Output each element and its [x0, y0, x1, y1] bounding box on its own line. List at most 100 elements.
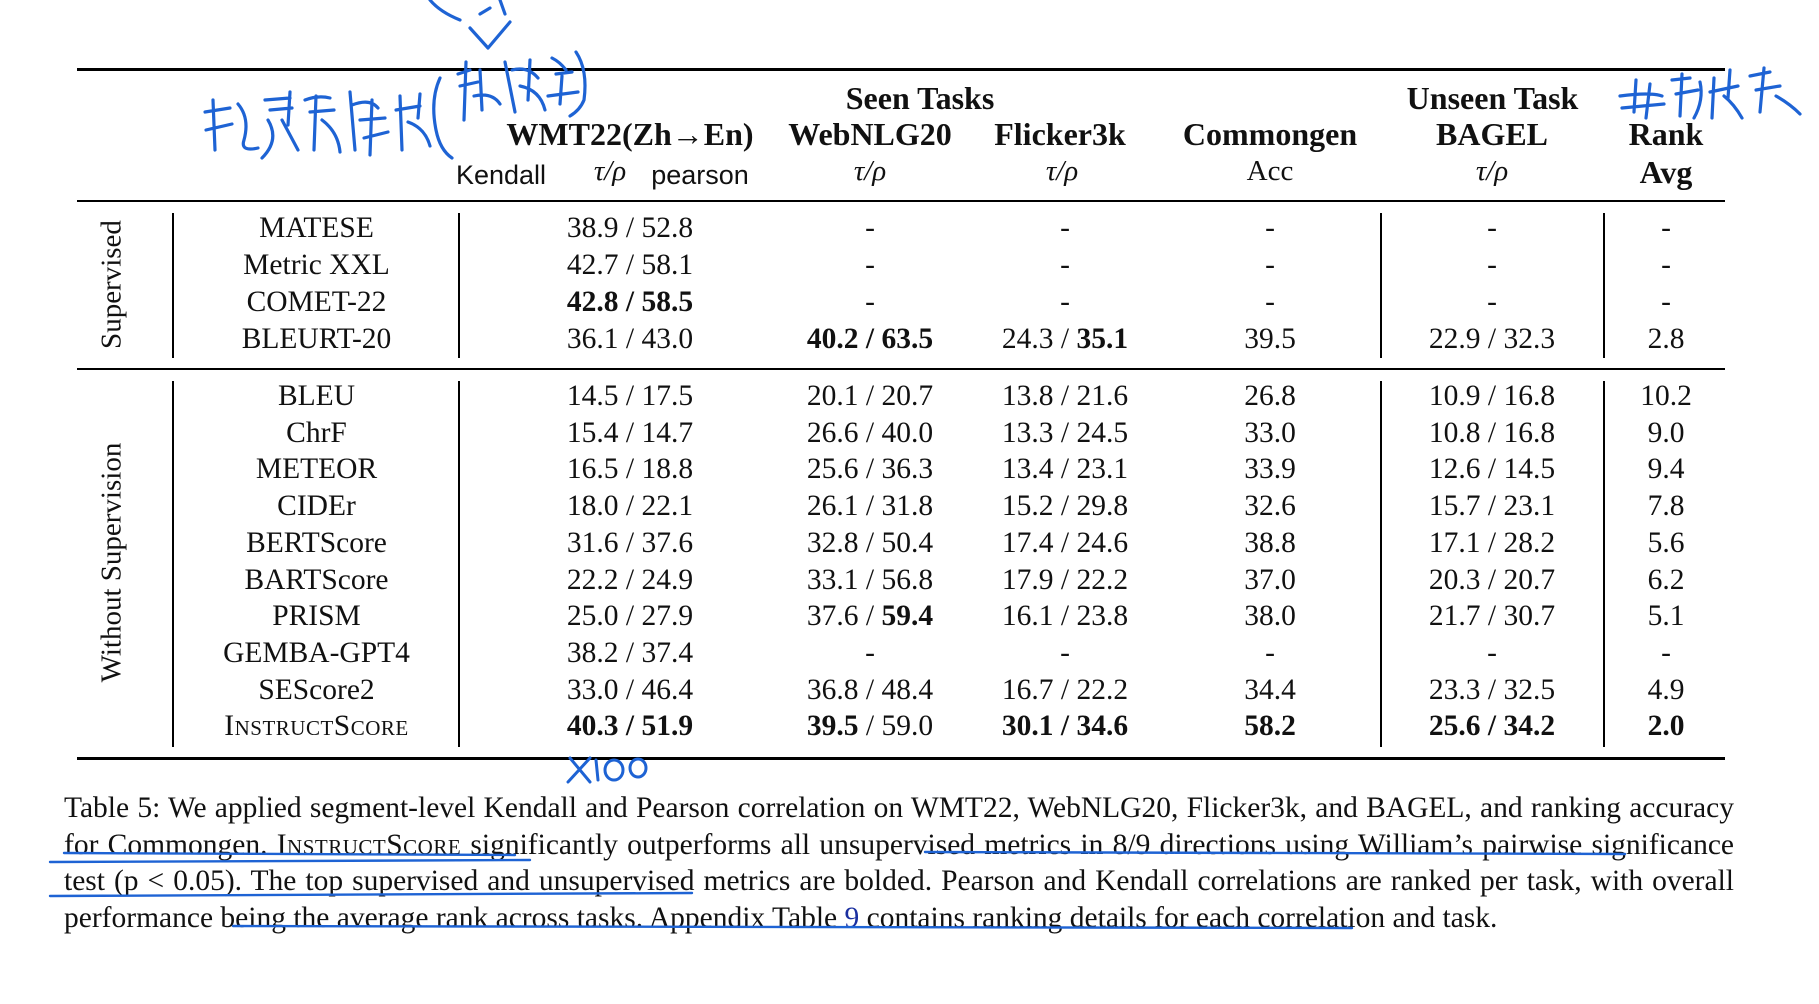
wmt-cell: 15.4 / 14.7: [566, 416, 694, 449]
rank-cell: 2.0: [1610, 708, 1722, 744]
webnlg-separator: /: [858, 600, 882, 633]
webnlg-cell: 40.2 / 63.5: [770, 321, 970, 357]
flicker-separator-bold: /: [1053, 710, 1077, 743]
wmt-cell: 22.2 / 24.9: [566, 563, 694, 596]
note-pearson: pearson: [651, 160, 749, 190]
metric-name: BARTScore: [244, 563, 389, 596]
commongen-cell: 38.8: [1244, 526, 1296, 559]
rank-cell: 9.4: [1647, 453, 1685, 486]
webnlg-cell: 26.1 / 31.8: [806, 490, 934, 523]
handwritten-note-right: [1618, 66, 1802, 120]
flicker-cell: 16.1 / 23.8: [1001, 600, 1129, 633]
commongen-cell: -: [1265, 212, 1275, 244]
commongen-cell: 34.4: [1244, 673, 1296, 706]
bagel-cell: 23.3 / 32.5: [1428, 673, 1556, 706]
caption-part-1: Table 5: We applied segment-level Kendal…: [64, 792, 1734, 861]
wmt-kendall-bold: 42.8: [566, 286, 619, 318]
vrule-group-unsup: [172, 381, 174, 747]
flicker-cell: 13.8 / 21.6: [1001, 380, 1129, 412]
webnlg-pearson-bold: 59.4: [881, 600, 934, 633]
webnlg-cell: 26.6 / 40.0: [806, 416, 934, 449]
rank-cell: 5.6: [1647, 526, 1685, 559]
rank-cell: -: [1661, 636, 1671, 669]
bagel-cell: 22.9 / 32.3: [1428, 323, 1556, 355]
wmt-cell: 38.9 / 52.8: [566, 212, 694, 244]
bagel-cell: 21.7 / 30.7: [1428, 600, 1556, 633]
table-caption: Table 5: We applied segment-level Kendal…: [64, 790, 1734, 936]
flicker-cell: 30.1 / 34.6: [965, 708, 1165, 744]
vrule-unseen-sup: [1603, 213, 1605, 358]
vrule-group-sup: [172, 213, 174, 358]
metric-name: BLEU: [277, 380, 356, 412]
webnlg-cell: 25.6 / 36.3: [806, 453, 934, 486]
table-9-link[interactable]: 9: [844, 901, 860, 934]
header-bottom-rule: [77, 200, 1725, 202]
rank-cell: 6.2: [1647, 563, 1685, 596]
bagel-cell: -: [1487, 636, 1497, 669]
rank-cell: 4.9: [1647, 673, 1685, 706]
header-flicker3k: Flicker3k: [994, 116, 1126, 152]
wmt-pearson-bold: 51.9: [641, 710, 694, 743]
webnlg-cell: 39.5 / 59.0: [770, 708, 970, 744]
commongen-cell: 37.0: [1244, 563, 1296, 596]
header-webnlg20: WebNLG20: [788, 116, 952, 152]
group-label-supervised: Supervised: [95, 220, 128, 349]
bagel-cell: -: [1487, 212, 1497, 244]
webnlg-cell: -: [865, 286, 875, 318]
times-100-note: [566, 756, 648, 784]
commongen-cell: 38.0: [1244, 600, 1296, 633]
wmt-cell: 36.1 / 43.0: [566, 323, 694, 355]
webnlg-cell: 36.8 / 48.4: [806, 673, 934, 706]
group-separator-rule: [77, 368, 1725, 370]
header-avg: Avg: [1639, 154, 1693, 190]
table-top-rule: [77, 68, 1725, 71]
vrule-seen-unsup: [1380, 381, 1382, 747]
flicker-cell: -: [1060, 286, 1070, 318]
commongen-cell: 58.2: [1170, 708, 1370, 744]
wmt-separator-bold: /: [618, 710, 642, 743]
webnlg-separator: /: [858, 323, 882, 355]
wmt-cell: 14.5 / 17.5: [566, 380, 694, 412]
webnlg-cell: -: [865, 636, 875, 669]
wmt-cell: 31.6 / 37.6: [566, 526, 694, 559]
metric-name: InstructScore: [175, 708, 458, 744]
caption-part-3: contains ranking details for each correl…: [859, 901, 1498, 934]
wmt-cell: 38.2 / 37.4: [566, 636, 694, 669]
commongen-cell-bold: 58.2: [1244, 710, 1296, 743]
flicker-cell: 24.3 / 35.1: [965, 321, 1165, 357]
webnlg-separator: /: [858, 710, 882, 743]
bagel-cell: -: [1487, 286, 1497, 318]
rank-cell: -: [1661, 249, 1671, 281]
rank-cell: -: [1661, 286, 1671, 318]
bagel-cell: 15.7 / 23.1: [1428, 490, 1556, 523]
instructscore-name: InstructScore: [224, 710, 409, 743]
webnlg-cell: -: [865, 212, 875, 244]
header-seen-tasks: Seen Tasks: [845, 80, 995, 116]
metric-name: GEMBA-GPT4: [223, 636, 410, 669]
header-commongen: Commongen: [1182, 116, 1358, 152]
bagel-cell: 10.9 / 16.8: [1428, 380, 1556, 412]
header-flicker-tau-rho: τ/ρ: [1045, 155, 1079, 187]
vrule-seen-sup: [1380, 213, 1382, 358]
webnlg-cell: 33.1 / 56.8: [806, 563, 934, 596]
table-bottom-rule: [77, 757, 1725, 760]
webnlg-cell: 20.1 / 20.7: [806, 380, 934, 412]
webnlg-kendall: 37.6: [806, 600, 859, 633]
wmt-cell: 18.0 / 22.1: [566, 490, 694, 523]
group-label-without-supervision: Without Supervision: [95, 442, 128, 683]
header-bagel-tau-rho: τ/ρ: [1475, 155, 1509, 187]
metric-name: ChrF: [286, 416, 347, 449]
rank-cell: 2.8: [1647, 323, 1685, 355]
webnlg-cell: -: [865, 249, 875, 281]
flicker-pearson-bold: 35.1: [1076, 323, 1129, 355]
webnlg-kendall-bold: 39.5: [806, 710, 859, 743]
bagel-cell: 17.1 / 28.2: [1428, 526, 1556, 559]
header-wmt-tau-rho: τ/ρ: [593, 155, 627, 187]
wmt-cell: 42.8 / 58.5: [480, 284, 780, 320]
vrule-metric-sup: [458, 213, 460, 358]
bagel-cell: 12.6 / 14.5: [1428, 453, 1556, 486]
metric-name: PRISM: [272, 600, 361, 633]
annotation-arrow: [428, 0, 512, 50]
webnlg-kendall-bold: 40.2: [806, 323, 859, 355]
